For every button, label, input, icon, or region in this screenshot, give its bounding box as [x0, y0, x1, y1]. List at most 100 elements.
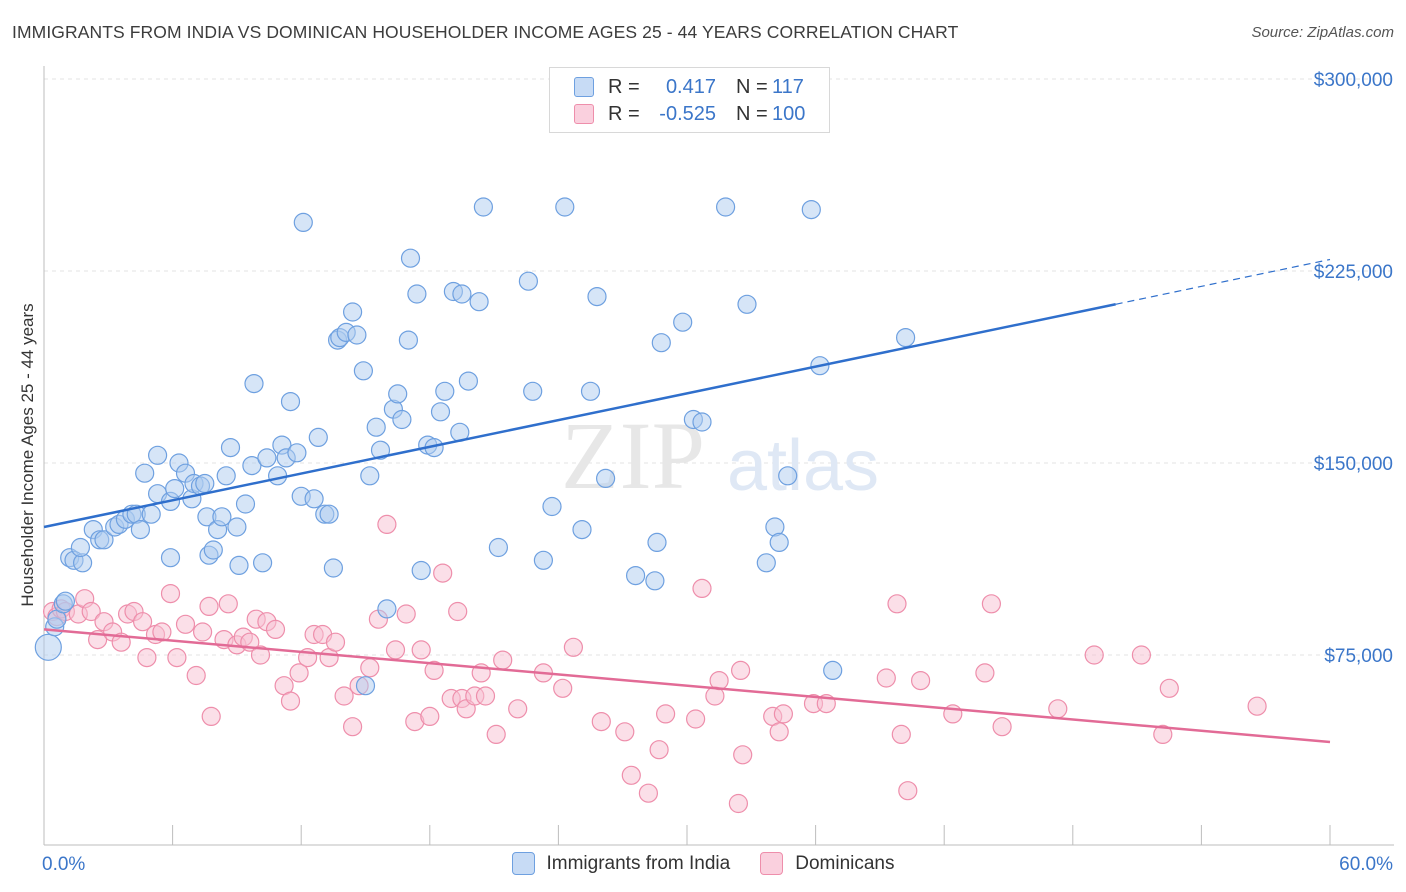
dominican-point — [615, 722, 635, 742]
dominican-point — [638, 783, 659, 803]
series-swatch-dominicans — [760, 852, 784, 875]
dominican-point — [981, 594, 1002, 614]
india-point — [823, 660, 843, 681]
india-point — [370, 440, 391, 460]
india-point — [388, 384, 408, 404]
india-point — [242, 456, 262, 476]
dominican-point — [475, 686, 496, 706]
india-point — [400, 248, 421, 268]
dominicans-points — [42, 514, 1267, 814]
india-point — [488, 537, 508, 558]
dominican-point — [137, 647, 157, 668]
dominican-point — [175, 614, 196, 634]
legend-n-label: N = — [736, 75, 768, 98]
india-point — [165, 479, 185, 499]
dominican-point — [773, 704, 794, 724]
india-trend-extension — [1115, 258, 1331, 305]
dominican-point — [486, 724, 506, 745]
dominican-point — [769, 722, 789, 742]
india-point — [268, 466, 288, 486]
india-point — [70, 537, 91, 558]
india-point — [801, 200, 821, 220]
series-label-india: Immigrants from India — [546, 852, 731, 874]
dominican-point — [360, 658, 380, 678]
india-point — [293, 212, 313, 232]
india-point — [542, 496, 562, 517]
y-tick-label: $300,000 — [1314, 70, 1393, 91]
india-point — [203, 540, 223, 560]
dominican-point — [508, 699, 528, 719]
india-point — [319, 504, 339, 524]
dominican-point — [992, 717, 1012, 737]
india-point — [34, 633, 62, 661]
legend-r-value: 0.417 — [665, 75, 716, 98]
dominican-point — [1247, 696, 1267, 716]
dominican-point — [280, 691, 301, 711]
series-legend-dominicans[interactable]: Dominicans — [760, 852, 895, 875]
india-point — [212, 507, 232, 527]
dominican-point — [343, 717, 363, 737]
india-point — [343, 302, 363, 322]
dominican-point — [396, 604, 416, 624]
dominican-point — [199, 596, 219, 617]
india-point — [287, 443, 307, 463]
series-legend-india[interactable]: Immigrants from India — [511, 852, 731, 875]
legend-row-dominicans: R = -0.525 N = 100 — [574, 102, 805, 126]
india-point — [220, 438, 241, 458]
india-point — [195, 473, 215, 494]
india-point — [435, 381, 455, 401]
india-point — [737, 294, 757, 314]
legend-swatch-india — [574, 77, 594, 97]
india-point — [253, 553, 273, 573]
india-point — [645, 571, 665, 591]
dominican-point — [218, 594, 238, 614]
legend-n-value: 117 — [772, 75, 804, 98]
y-tick-label: $75,000 — [1324, 646, 1393, 667]
dominican-point — [655, 704, 676, 724]
dominican-point — [591, 711, 611, 732]
india-point — [244, 374, 264, 394]
dominican-point — [424, 660, 444, 681]
india-point — [651, 333, 671, 353]
dominican-point — [685, 709, 706, 729]
legend-n-label: N = — [736, 102, 768, 125]
dominican-point — [1084, 645, 1104, 665]
trend-lines — [43, 258, 1331, 744]
india-point — [355, 676, 376, 696]
dominican-point — [420, 706, 440, 727]
india-point — [160, 548, 181, 568]
india-point — [555, 197, 575, 217]
dominican-point — [81, 601, 101, 622]
dominican-point — [1159, 678, 1179, 698]
dominican-point — [692, 578, 712, 599]
india-point — [392, 409, 412, 430]
india-point — [533, 550, 554, 570]
dominican-point — [167, 647, 187, 668]
india-point — [756, 553, 776, 573]
india-point — [647, 532, 667, 553]
y-tick-label: $150,000 — [1314, 454, 1393, 475]
india-point — [572, 519, 592, 540]
dominican-point — [1048, 699, 1068, 719]
dominican-point — [186, 665, 206, 686]
india-point — [473, 197, 493, 217]
dominican-point — [733, 745, 753, 765]
legend-row-india: R = 0.417 N = 117 — [574, 75, 804, 99]
india-point — [625, 565, 646, 586]
india-point — [216, 466, 236, 486]
dominican-point — [898, 781, 918, 801]
india-point — [469, 292, 489, 312]
correlation-legend: R = 0.417 N = 117 R = -0.525 N = 100 — [549, 67, 830, 133]
dominican-point — [730, 660, 751, 681]
legend-n-value: 100 — [772, 102, 806, 125]
dominican-point — [289, 663, 309, 683]
dominican-point — [553, 678, 573, 698]
dominican-point — [876, 668, 896, 688]
series-swatch-india — [511, 852, 535, 875]
axes — [43, 66, 1394, 846]
india-point — [308, 427, 328, 447]
chart-title: IMMIGRANTS FROM INDIA VS DOMINICAN HOUSE… — [12, 22, 959, 42]
india-point — [135, 463, 155, 483]
legend-r-value: -0.525 — [659, 102, 716, 125]
